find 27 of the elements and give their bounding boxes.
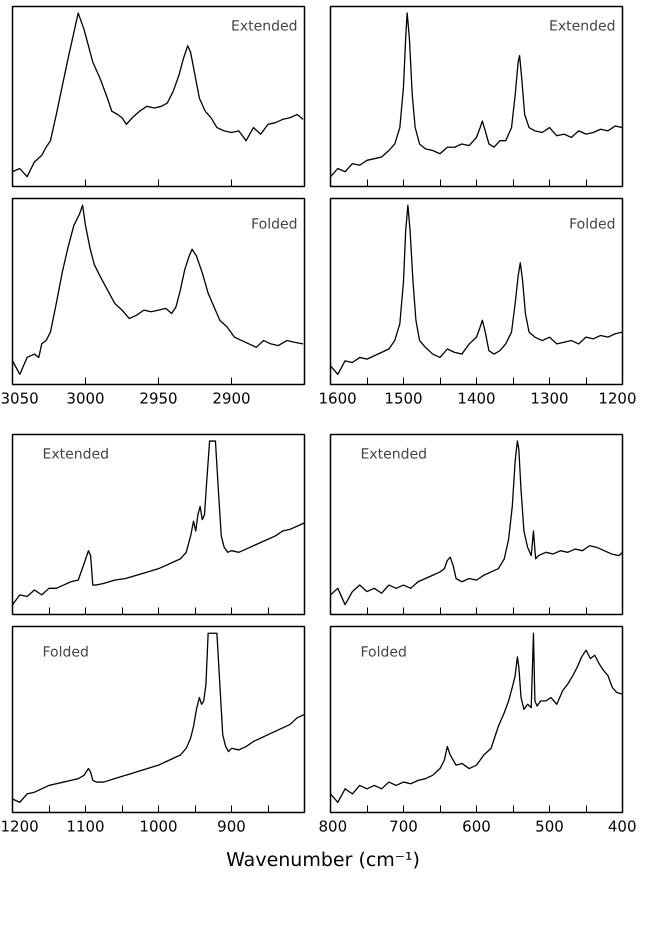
annotation: Folded: [360, 644, 407, 660]
x-tick-label: 500: [535, 818, 564, 836]
x-tick-label: 1300: [530, 390, 569, 408]
x-tick-label: 600: [462, 818, 491, 836]
x-tick-label: 3050: [0, 390, 39, 408]
x-tick-label: 800: [318, 818, 348, 836]
x-tick-label: 1000: [139, 818, 178, 836]
x-tick-label: 400: [608, 818, 637, 836]
x-tick-label: 1200: [598, 390, 637, 408]
annotation: Extended: [231, 18, 298, 34]
x-tick-label: 1200: [0, 818, 39, 836]
annotation: Folded: [569, 216, 616, 232]
annotation: Extended: [360, 446, 427, 462]
x-tick-label: 2900: [212, 390, 251, 408]
annotation: Extended: [42, 446, 109, 462]
x-tick-label: 2950: [139, 390, 178, 408]
x-axis-title: Wavenumber (cm⁻¹): [226, 848, 420, 873]
x-tick-label: 900: [217, 818, 246, 836]
annotation: Folded: [42, 644, 89, 660]
annotation: Extended: [549, 18, 616, 34]
x-tick-label: 1600: [318, 390, 357, 408]
x-tick-label: 700: [389, 818, 418, 836]
annotation: Folded: [251, 216, 298, 232]
x-tick-label: 1100: [66, 818, 105, 836]
x-tick-label: 1400: [457, 390, 496, 408]
x-tick-label: 3000: [66, 390, 105, 408]
x-tick-label: 1500: [384, 390, 423, 408]
